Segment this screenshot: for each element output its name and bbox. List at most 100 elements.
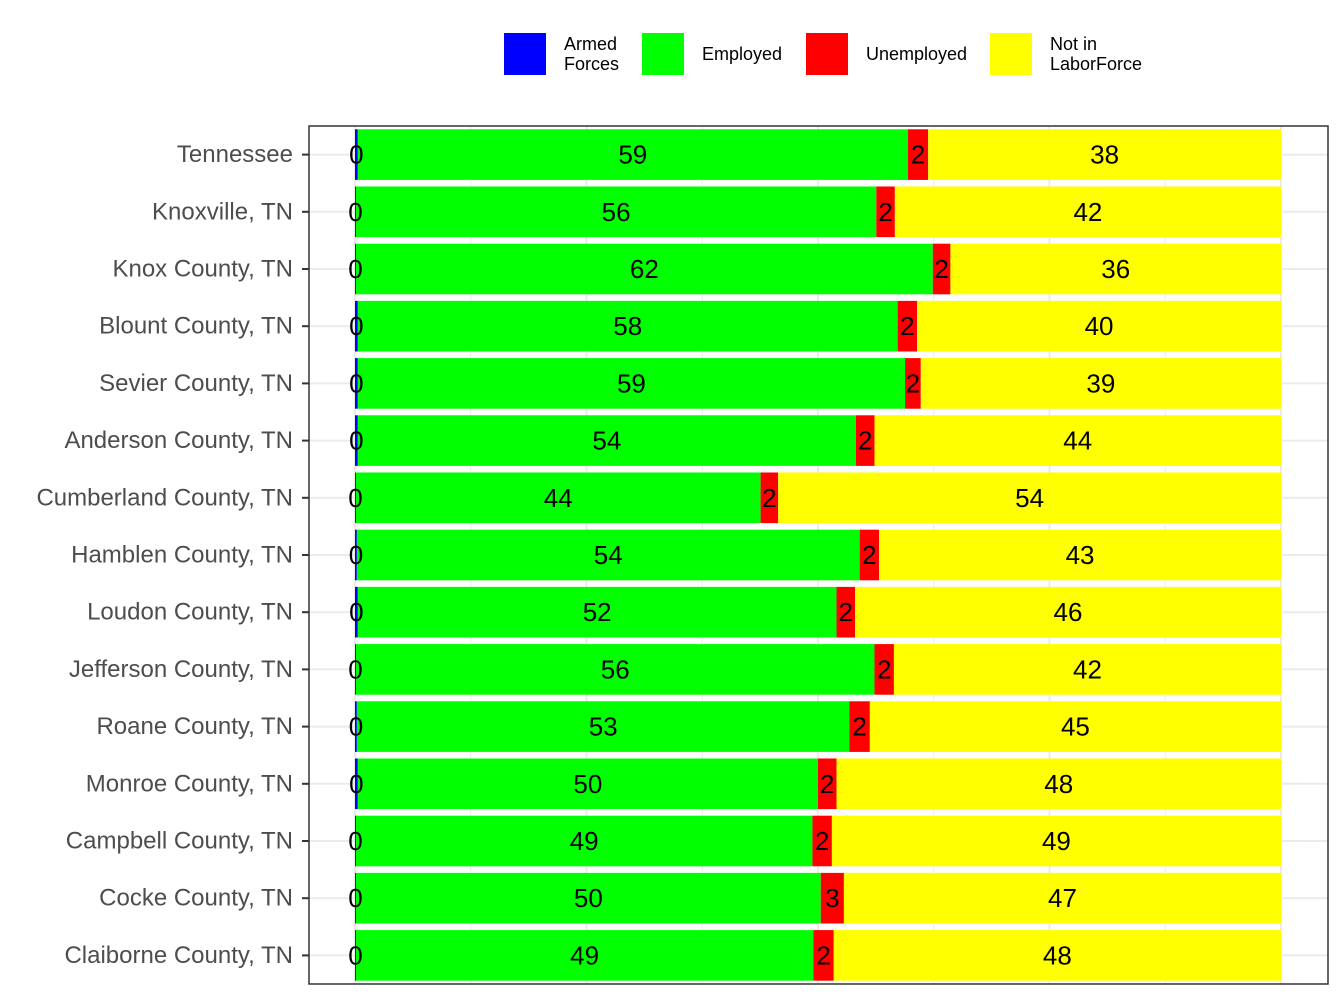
- data-label-armed-forces: 0: [348, 654, 362, 684]
- bar-not-in-laborforce: [950, 243, 1281, 295]
- legend-key-not-in-laborforce: [990, 33, 1032, 75]
- bar-not-in-laborforce: [920, 358, 1281, 409]
- data-label-not-in-laborforce: 43: [1066, 540, 1095, 570]
- data-label-not-in-laborforce: 49: [1042, 826, 1071, 856]
- data-label-employed: 49: [570, 826, 599, 856]
- bar-employed: [357, 758, 818, 810]
- bar-not-in-laborforce: [831, 815, 1281, 867]
- legend-key-unemployed: [806, 33, 848, 75]
- data-label-not-in-laborforce: 38: [1090, 140, 1119, 170]
- data-label-employed: 54: [594, 540, 623, 570]
- data-label-unemployed: 2: [839, 597, 853, 627]
- data-label-employed: 59: [617, 368, 646, 398]
- bar-armed-forces: [355, 472, 356, 524]
- bar-armed-forces: [355, 129, 358, 180]
- bar-not-in-laborforce: [874, 415, 1281, 466]
- category-label: Blount County, TN: [99, 313, 293, 340]
- data-label-unemployed: 2: [858, 426, 872, 456]
- category-label: Anderson County, TN: [64, 427, 293, 454]
- data-label-unemployed: 3: [825, 883, 839, 913]
- data-label-armed-forces: 0: [349, 140, 363, 170]
- data-label-not-in-laborforce: 46: [1054, 597, 1083, 627]
- bar-employed: [355, 186, 877, 238]
- data-labels: 0 59 2 38 0 56 2 42 0 62 2 36 0 58 2 40 0 59 2 39 0 54 2 44 0 44 2…: [348, 140, 1130, 971]
- bar-employed: [355, 243, 933, 295]
- legend-key-armed-forces: [504, 33, 546, 75]
- bar-not-in-laborforce: [778, 472, 1281, 524]
- bar-not-in-laborforce: [893, 644, 1281, 695]
- data-label-armed-forces: 0: [349, 712, 363, 742]
- bar-employed: [357, 129, 908, 180]
- data-label-employed: 50: [574, 883, 603, 913]
- bar-employed: [356, 529, 860, 581]
- bar-armed-forces: [355, 758, 358, 810]
- data-label-not-in-laborforce: 39: [1086, 368, 1115, 398]
- legend-label-employed: Employed: [702, 44, 782, 64]
- bar-armed-forces: [355, 930, 356, 981]
- bar-not-in-laborforce: [917, 300, 1281, 352]
- data-label-employed: 59: [618, 140, 647, 170]
- data-label-employed: 58: [613, 311, 642, 341]
- bar-armed-forces: [355, 358, 358, 409]
- data-label-unemployed: 2: [820, 769, 834, 799]
- bar-employed: [355, 644, 875, 695]
- bar-unemployed: [818, 758, 837, 810]
- legend-label-armed-forces: Armed Forces: [564, 34, 619, 74]
- bar-unemployed: [876, 186, 895, 238]
- bar-unemployed: [855, 415, 875, 466]
- data-label-unemployed: 2: [906, 368, 920, 398]
- data-label-employed: 44: [544, 483, 573, 513]
- data-label-unemployed: 2: [815, 826, 829, 856]
- bar-unemployed: [836, 586, 856, 638]
- data-label-unemployed: 2: [852, 712, 866, 742]
- data-label-armed-forces: 0: [349, 540, 363, 570]
- bar-armed-forces: [355, 872, 356, 924]
- bar-armed-forces: [355, 415, 358, 466]
- data-label-not-in-laborforce: 42: [1073, 654, 1102, 684]
- bar-not-in-laborforce: [879, 529, 1281, 581]
- bar-unemployed: [897, 300, 918, 352]
- bar-armed-forces: [355, 701, 357, 752]
- bar-not-in-laborforce: [833, 930, 1281, 981]
- bar-employed: [357, 586, 837, 638]
- bar-not-in-laborforce: [869, 701, 1281, 752]
- bar-unemployed: [905, 358, 921, 409]
- data-label-employed: 52: [583, 597, 612, 627]
- bar-employed: [356, 701, 850, 752]
- data-label-unemployed: 2: [878, 197, 892, 227]
- bar-employed: [357, 415, 856, 466]
- bar-not-in-laborforce: [855, 586, 1281, 638]
- bar-armed-forces: [355, 529, 357, 581]
- data-label-employed: 53: [589, 712, 618, 742]
- bar-not-in-laborforce: [843, 872, 1281, 924]
- data-label-not-in-laborforce: 40: [1085, 311, 1114, 341]
- category-label: Roane County, TN: [96, 713, 293, 740]
- category-label: Cumberland County, TN: [36, 484, 293, 511]
- data-label-unemployed: 2: [816, 940, 830, 970]
- bar-armed-forces: [355, 186, 356, 238]
- legend-label-not-in-laborforce: Not in LaborForce: [1050, 34, 1142, 74]
- category-label: Jefferson County, TN: [69, 656, 293, 683]
- data-label-unemployed: 2: [900, 311, 914, 341]
- bar-armed-forces: [355, 815, 356, 867]
- bar-armed-forces: [355, 586, 358, 638]
- data-label-employed: 50: [573, 769, 602, 799]
- data-label-not-in-laborforce: 48: [1044, 769, 1073, 799]
- bar-unemployed: [932, 243, 951, 295]
- data-label-unemployed: 2: [762, 483, 776, 513]
- data-label-not-in-laborforce: 48: [1043, 940, 1072, 970]
- bar-not-in-laborforce: [928, 129, 1281, 180]
- bar-not-in-laborforce: [836, 758, 1281, 810]
- bar-employed: [355, 815, 813, 867]
- category-label: Tennessee: [177, 141, 293, 168]
- bar-unemployed: [760, 472, 779, 524]
- category-label: Sevier County, TN: [99, 370, 293, 397]
- y-axis: Tennessee Knoxville, TN Knox County, TN Blo…: [36, 141, 309, 969]
- data-label-employed: 54: [592, 426, 621, 456]
- bar-armed-forces: [355, 243, 356, 295]
- data-label-not-in-laborforce: 54: [1015, 483, 1044, 513]
- category-label: Claiborne County, TN: [64, 942, 293, 969]
- data-label-unemployed: 2: [934, 254, 948, 284]
- data-label-armed-forces: 0: [348, 254, 362, 284]
- data-label-not-in-laborforce: 47: [1048, 883, 1077, 913]
